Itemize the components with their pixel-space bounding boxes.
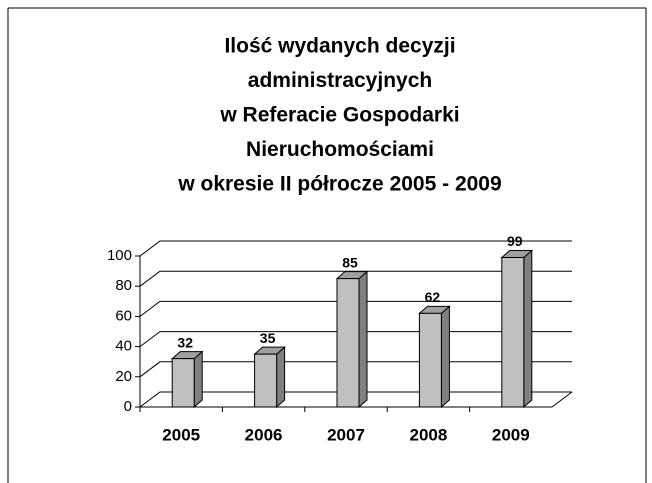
- data-label: 99: [507, 233, 523, 249]
- data-label: 85: [342, 254, 358, 270]
- bar-face: [276, 346, 286, 409]
- y-tick-label: 60: [115, 307, 132, 324]
- y-tick-label: 20: [115, 368, 132, 385]
- bar: [335, 270, 369, 409]
- bar: [170, 350, 204, 409]
- chart-title: administracyjnych: [248, 69, 432, 92]
- x-tick-label: 2006: [245, 425, 283, 444]
- bar: [418, 305, 451, 409]
- x-tick-label: 2009: [492, 425, 530, 444]
- bar: [500, 249, 534, 409]
- bar-face: [358, 270, 368, 409]
- bar-face: [501, 257, 525, 408]
- chart-title: w okresie II półrocze 2005 - 2009: [177, 173, 501, 196]
- bar-face: [171, 358, 195, 408]
- chart-title: Ilość wydanych decyzji: [224, 35, 455, 58]
- x-tick-label: 2008: [409, 425, 447, 444]
- chart-title: w Referacie Gospodarki: [219, 104, 459, 127]
- bar-face: [336, 278, 360, 408]
- y-tick-label: 100: [107, 247, 132, 264]
- data-label: 35: [260, 330, 276, 346]
- bar: [253, 346, 286, 409]
- bar-face: [440, 305, 450, 409]
- data-label: 32: [177, 334, 193, 350]
- data-label: 62: [425, 289, 441, 305]
- y-tick-label: 0: [124, 398, 132, 415]
- bar-face: [523, 249, 533, 409]
- x-tick-label: 2005: [162, 425, 200, 444]
- grid-line: [139, 240, 572, 257]
- grid-line: [139, 300, 572, 317]
- bar-face: [254, 353, 278, 408]
- chart-title: Nieruchomościami: [246, 138, 434, 161]
- bar-face: [193, 350, 203, 409]
- grid-line: [139, 270, 572, 287]
- bar-face: [418, 312, 442, 408]
- y-tick-label: 80: [115, 277, 132, 294]
- y-tick-label: 40: [115, 338, 132, 355]
- x-tick-label: 2007: [327, 425, 365, 444]
